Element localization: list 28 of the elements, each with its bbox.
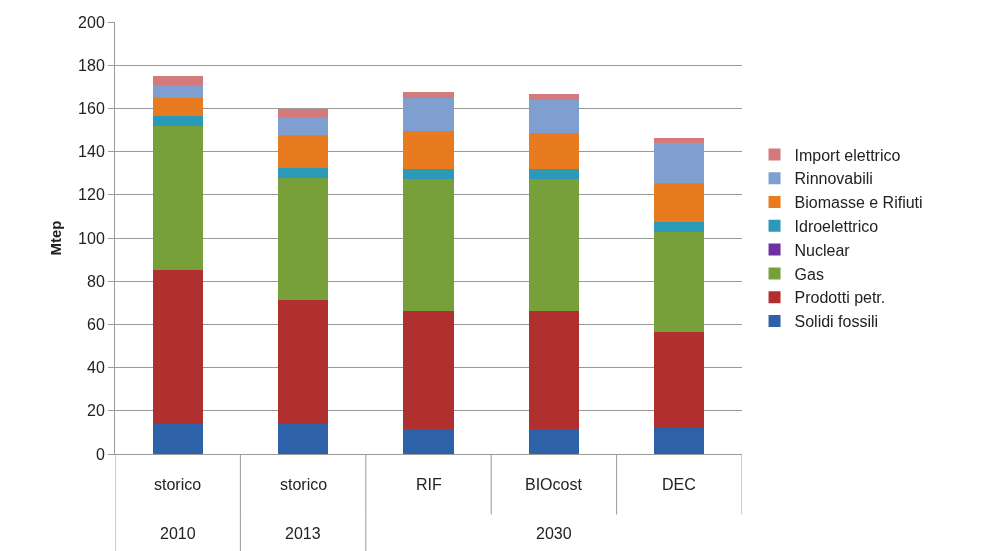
y-tick-label: 100	[78, 229, 105, 247]
x-tick-label: DEC	[662, 476, 696, 493]
text: 2030	[536, 525, 572, 542]
y-tick-label: 80	[87, 272, 105, 290]
y-tick-label: 0	[95, 445, 105, 463]
y-tick-label: 120	[78, 186, 105, 204]
x-tick-label: storico	[154, 476, 202, 493]
legend-label: Gas	[794, 265, 824, 283]
text: 2010	[160, 525, 196, 542]
y-tick-label: 160	[78, 100, 105, 117]
text: 2013	[285, 525, 321, 542]
y-tick-label: 40	[87, 359, 105, 377]
legend-label: Prodotti petr.	[794, 289, 886, 307]
legend-label: Biomasse e Rifiuti	[794, 194, 923, 212]
legend-label: Solidi fossili	[794, 313, 879, 331]
y-tick-label: 20	[87, 402, 105, 420]
legend-label: Rinnovabili	[794, 170, 873, 188]
y-tick-label: 60	[87, 316, 105, 333]
legend-label: Idroelettrico	[794, 218, 879, 236]
y-tick-label: 180	[78, 56, 105, 74]
legend-label: Import elettrico	[794, 146, 901, 164]
legend-label: Nuclear	[794, 241, 851, 259]
y-axis-title: Mtep	[47, 220, 65, 256]
x-tick-label: storico	[280, 476, 328, 493]
y-tick-label: 140	[78, 143, 105, 161]
y-tick-label: 200	[78, 13, 105, 31]
x-tick-label: BIOcost	[525, 476, 583, 493]
x-tick-label: RIF	[416, 476, 442, 493]
